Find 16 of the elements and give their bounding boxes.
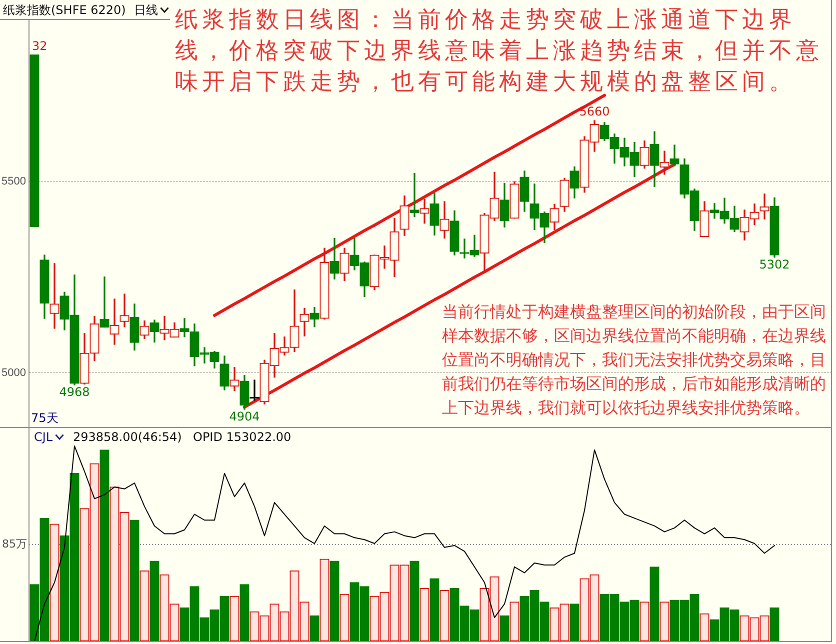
annotation: 5302 [759,257,790,272]
y-tick-label: 5500 [2,176,26,188]
ref-line-label: 85万 [2,537,27,550]
chart-title: 纸浆指数(SHFE 6220) [3,3,126,18]
annotation: 75天 [31,411,58,426]
chart-subtitle: 日线 [134,3,158,18]
chart-title: CJL [34,430,53,444]
annotation: 4968 [59,385,90,400]
annotation: 5660 [579,104,610,119]
text: 293858.00(46:54) [73,430,182,444]
text: OPID 153022.00 [193,430,292,444]
annotation: 纸浆指数日线图：当前价格走势突破上涨通道下边界线，价格突破下边界线意味着上涨趋势结束，但并不意味开启下跌走势，也有可能构建大规模的盘整区间。 [175,6,824,97]
annotation: 32 [32,38,48,53]
annotation: 4904 [229,410,260,424]
annotation: 当前行情处于构建横盘整理区间的初始阶段，由于区间样本数据不够，区间边界线位置尚不能明确，在边界线位置尚不明确情况下，我们无法安排优势交易策略，目前我们仍在等待市场区间的形成，后市如能形成清晰的上下边界线，我们就可以依托边界线安排优势策略。 [442,301,827,419]
y-tick-label: 5000 [2,366,26,379]
